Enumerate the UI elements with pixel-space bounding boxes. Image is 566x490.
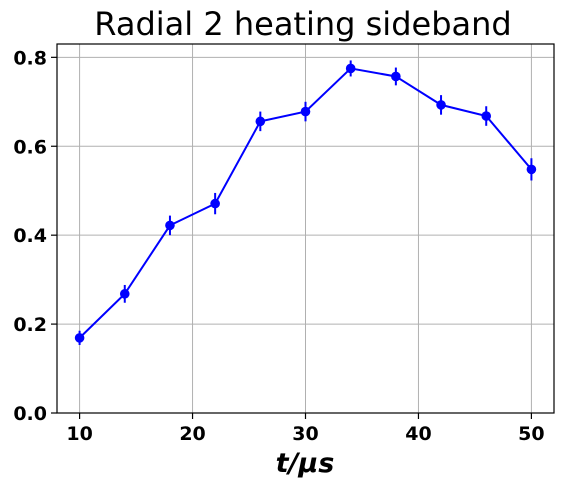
data-point: [165, 221, 175, 231]
y-tick-label: 0.0: [13, 403, 47, 425]
y-tick-label: 0.6: [13, 136, 47, 158]
y-tick-label: 0.2: [13, 314, 47, 336]
y-tick-label: 0.8: [13, 47, 47, 69]
data-point: [256, 117, 266, 127]
x-axis-label: t/μs: [276, 448, 335, 479]
data-point: [301, 107, 311, 117]
x-tick-label: 20: [179, 423, 205, 445]
x-tick-label: 50: [518, 423, 544, 445]
data-point: [120, 289, 130, 299]
data-point: [210, 199, 220, 209]
grid: [57, 44, 554, 413]
x-tick-label: 30: [292, 423, 318, 445]
data-point: [391, 72, 401, 82]
data-point: [75, 333, 85, 343]
data-point: [346, 64, 356, 74]
data-point: [481, 111, 491, 121]
data-point: [436, 100, 446, 110]
chart-title: Radial 2 heating sideband: [94, 5, 511, 43]
x-tick-label: 10: [66, 423, 92, 445]
data-point: [527, 165, 537, 175]
axes: 10 20 30 40 50 0.0 0.2 0.4 0.6 0.8: [13, 47, 544, 445]
y-tick-label: 0.4: [13, 225, 47, 247]
x-tick-label: 40: [405, 423, 431, 445]
